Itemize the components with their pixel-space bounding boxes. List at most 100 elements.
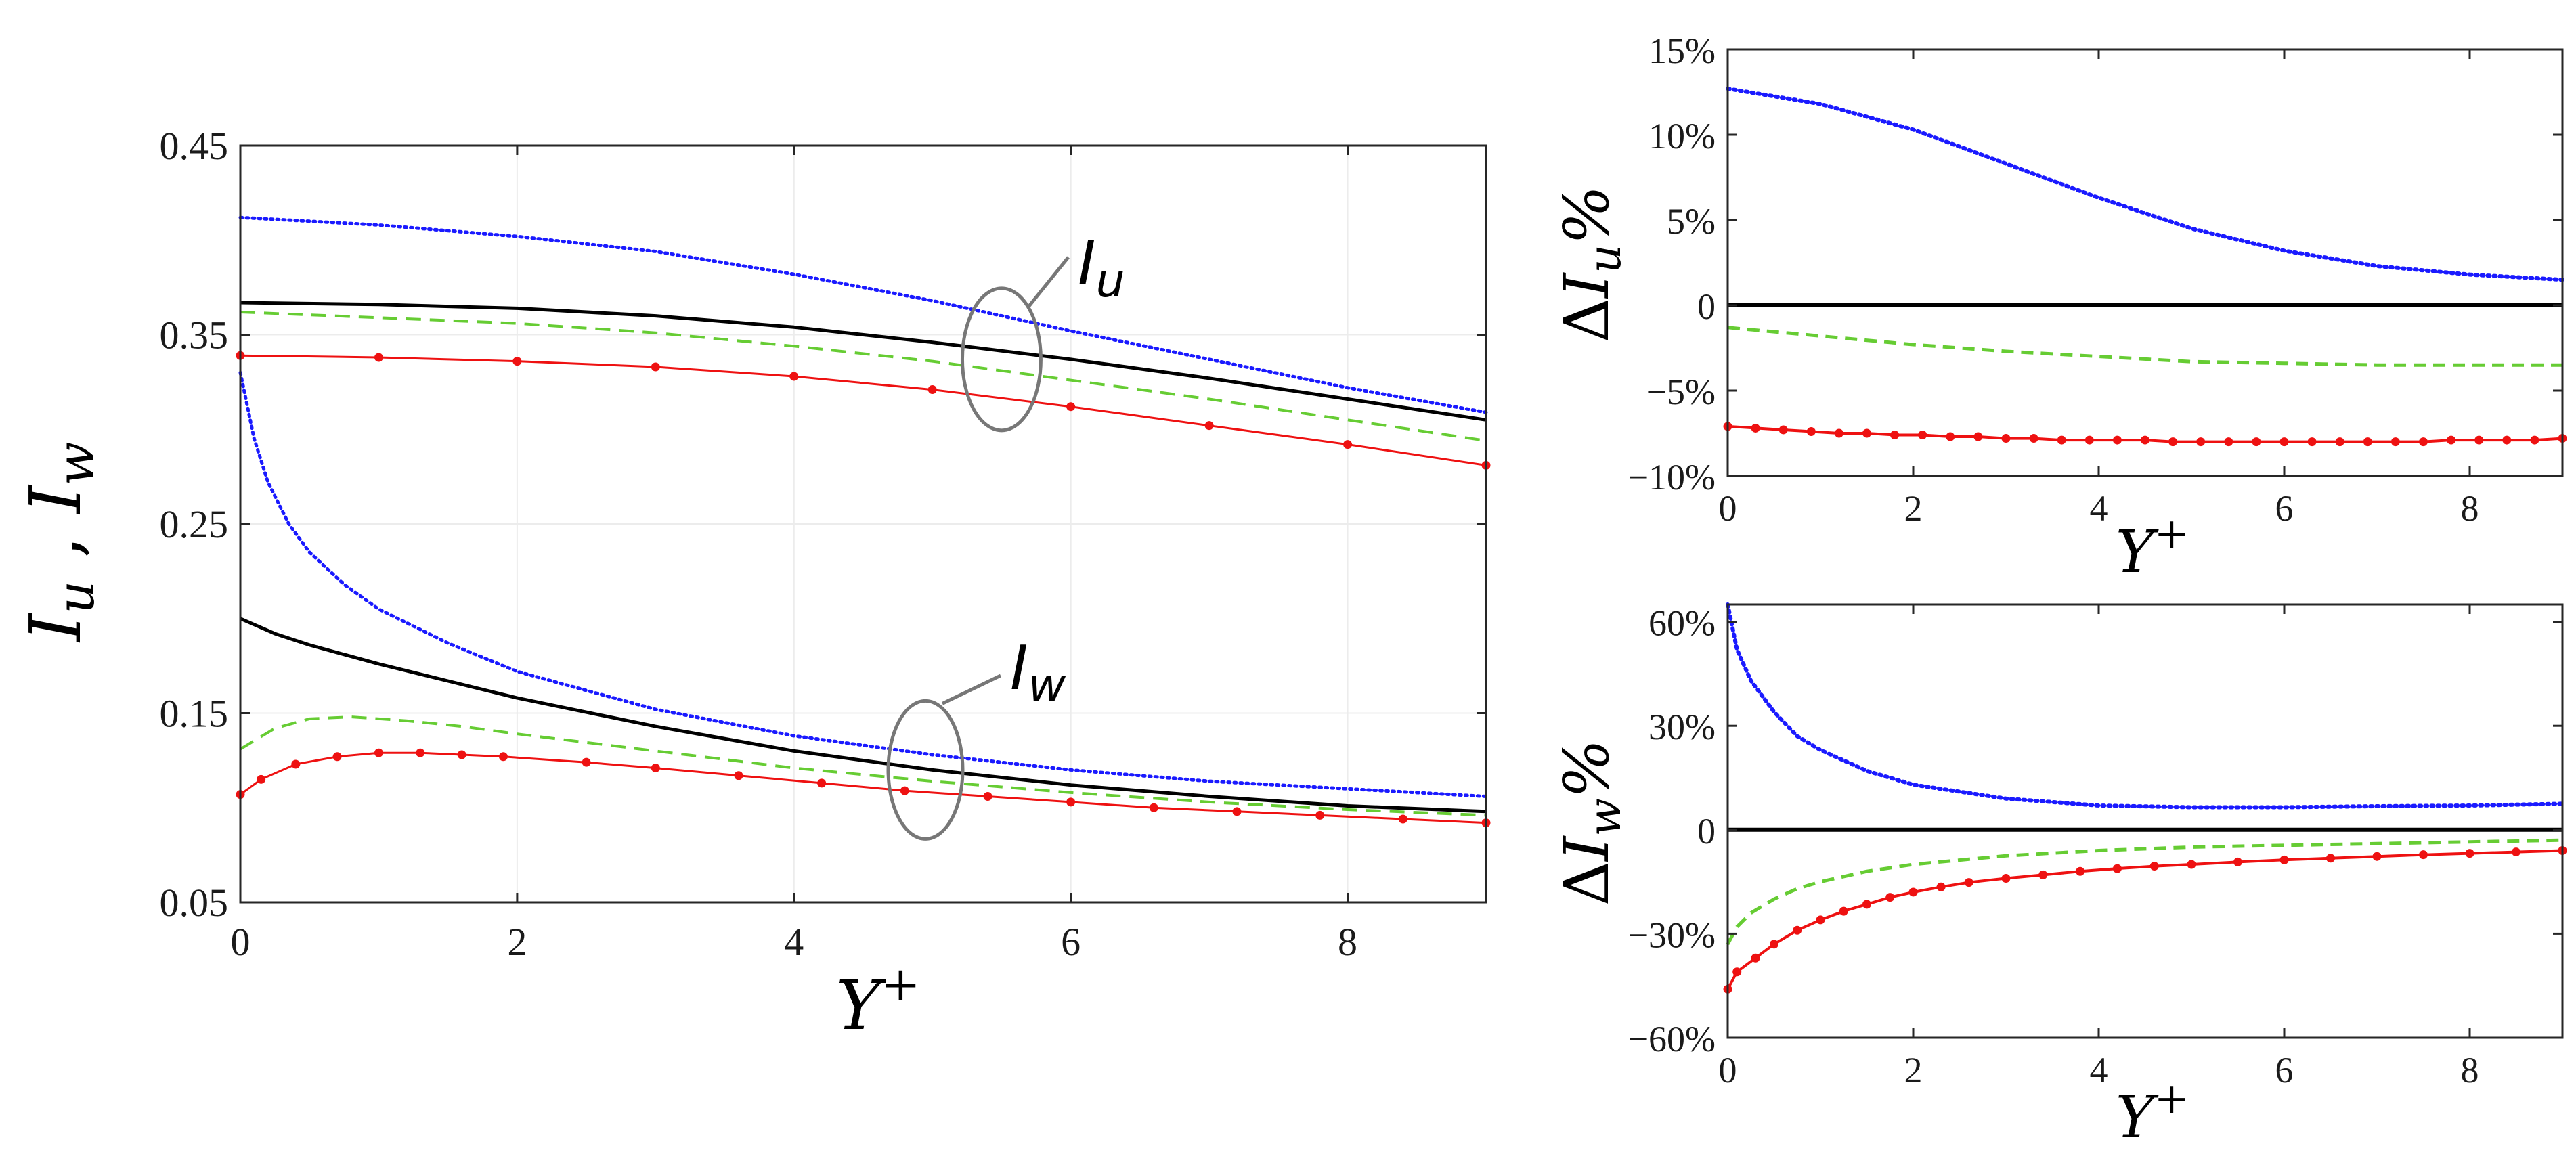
chart0-series-7-point-8 <box>582 757 591 767</box>
delta-iu-chart: 0 2 4 6 8 −10% −5% 0 5% 10% 15% ΔIu% Y+ <box>1550 30 2567 586</box>
chart0-series-3-point-8 <box>1343 440 1353 449</box>
chart2-series-3-point-16 <box>2149 862 2159 871</box>
chart1-series-3-point-15 <box>2141 435 2149 445</box>
delta-iw-series <box>1723 602 2567 994</box>
chart1-series-3-point-8 <box>1946 432 1955 441</box>
chart0-series-7-point-11 <box>817 778 827 788</box>
delta-iw-y-label: ΔIw% <box>1550 739 1631 906</box>
delta-iu-y-label: ΔIu% <box>1550 185 1631 343</box>
chart1-series-3-point-18 <box>2224 437 2233 447</box>
main-ticks: 0 2 4 6 8 0.05 0.15 0.25 0.35 0.45 <box>160 124 1486 964</box>
chart0-series-7-point-5 <box>416 748 425 757</box>
delta-iu-plot-frame <box>1726 48 2564 477</box>
chart1-ytick-label-0: −10% <box>1628 457 1716 498</box>
chart0-xtick-label-3: 6 <box>1061 920 1080 964</box>
chart0-series-3-point-2 <box>512 357 522 366</box>
chart1-ytick-label-2: 0 <box>1697 286 1716 327</box>
delta-iw-chart: 0 2 4 6 8 −60% −30% 0 30% 60% ΔIw% Y+ <box>1550 602 2567 1151</box>
chart0-series-1-line <box>240 301 1487 422</box>
chart2-series-3-point-1 <box>1732 967 1742 977</box>
chart1-series-3-point-24 <box>2391 437 2400 447</box>
chart1-series-3-point-11 <box>2029 434 2038 443</box>
chart1-series-3-point-26 <box>2447 435 2456 445</box>
iw-annotation-leader <box>941 674 1002 705</box>
chart0-series-3-point-3 <box>651 362 660 372</box>
chart1-series-3-point-6 <box>1890 431 1900 440</box>
chart0-series-7-point-1 <box>257 774 266 784</box>
chart2-series-3-point-9 <box>1908 887 1918 897</box>
chart2-series-3-point-14 <box>2076 866 2085 876</box>
chart0-series-7-point-17 <box>1315 810 1325 820</box>
chart1-series-3-point-14 <box>2112 435 2122 445</box>
delta-iu-ticks: 0 2 4 6 8 −10% −5% 0 5% 10% 15% <box>1628 30 2562 529</box>
chart2-series-3-point-19 <box>2279 855 2289 864</box>
chart2-series-3-point-12 <box>2001 873 2011 883</box>
chart0-series-2-line <box>240 311 1487 442</box>
chart0-xtick-label-2: 4 <box>784 920 804 964</box>
chart0-xtick-label-0: 0 <box>231 920 250 964</box>
chart1-series-3-point-23 <box>2363 437 2372 447</box>
iu-annotation-leader <box>1027 256 1070 308</box>
chart2-series-3-point-3 <box>1770 940 1778 949</box>
delta-iu-x-label: Y+ <box>2116 508 2189 586</box>
chart0-series-7-point-7 <box>498 752 508 762</box>
chart0-xtick-label-4: 8 <box>1338 920 1357 964</box>
chart2-series-3-point-23 <box>2465 849 2474 858</box>
chart1-xtick-label-4: 8 <box>2461 488 2479 529</box>
chart2-series-3-point-22 <box>2419 850 2428 860</box>
chart1-series-3-point-9 <box>1973 432 1983 441</box>
chart2-ytick-label-3: 30% <box>1649 707 1716 747</box>
chart0-series-7-point-9 <box>651 764 660 773</box>
chart1-xtick-label-2: 4 <box>2090 488 2108 529</box>
chart0-series-3-point-1 <box>374 353 383 362</box>
chart1-xtick-label-1: 2 <box>1904 488 1923 529</box>
chart2-series-3-point-24 <box>2512 847 2520 857</box>
chart0-ytick-label-3: 0.35 <box>160 313 229 357</box>
chart1-series-3-point-21 <box>2307 437 2317 447</box>
chart0-series-7-point-13 <box>983 791 992 801</box>
chart2-xtick-label-0: 0 <box>1719 1050 1737 1091</box>
main-series <box>236 215 1491 828</box>
chart2-series-3-point-13 <box>2038 870 2048 879</box>
chart2-series-3-point-18 <box>2233 857 2242 866</box>
main-y-label: Iu , Iw <box>14 441 106 642</box>
chart2-series-3-point-6 <box>1839 906 1848 916</box>
chart2-series-3-point-20 <box>2326 854 2335 863</box>
chart2-series-3-point-2 <box>1751 953 1760 963</box>
chart2-ytick-label-4: 60% <box>1649 603 1716 644</box>
chart0-xtick-label-1: 2 <box>507 920 527 964</box>
chart1-series-3-point-25 <box>2419 437 2428 447</box>
chart2-series-3-point-7 <box>1862 900 1871 909</box>
chart1-series-0-line <box>1726 87 2564 282</box>
chart1-series-3-point-12 <box>2057 435 2066 445</box>
chart0-ytick-label-2: 0.25 <box>160 502 229 546</box>
chart1-series-3-point-10 <box>2001 434 2011 443</box>
chart1-series-3-point-1 <box>1751 423 1760 433</box>
chart2-series-3-point-10 <box>1936 882 1946 891</box>
chart0-series-6-line <box>239 715 1487 817</box>
main-chart: Iu Iw 0 2 4 6 80.050.150.250.350.45 Iu , Iw … <box>14 124 1491 1045</box>
main-x-label: Y+ <box>836 956 921 1045</box>
iu-annotation-ellipse <box>960 286 1043 433</box>
chart0-series-7-point-6 <box>457 750 466 759</box>
chart0-series-7-line <box>240 751 1487 824</box>
chart2-ytick-label-1: −30% <box>1628 915 1716 955</box>
chart0-series-7-point-16 <box>1232 807 1242 816</box>
chart1-series-3-point-16 <box>2168 437 2178 447</box>
iw-annotation-label: Iw <box>1010 633 1066 713</box>
chart1-series-3-point-29 <box>2530 435 2539 445</box>
chart0-series-7-point-10 <box>734 771 743 780</box>
chart0-series-7-point-12 <box>900 786 909 795</box>
chart1-ytick-label-3: 5% <box>1667 201 1716 242</box>
chart1-series-3-point-28 <box>2502 435 2512 445</box>
chart1-series-3-point-13 <box>2084 435 2094 445</box>
chart1-series-2-line <box>1727 326 2562 367</box>
chart0-series-3-point-6 <box>1066 402 1076 412</box>
chart1-xtick-label-0: 0 <box>1719 488 1737 529</box>
chart1-ytick-label-4: 10% <box>1649 116 1716 156</box>
chart2-xtick-label-4: 8 <box>2461 1050 2479 1091</box>
delta-iw-x-label: Y+ <box>2116 1074 2189 1151</box>
delta-iw-plot-frame <box>1726 603 2564 1039</box>
chart0-series-3-point-4 <box>789 372 799 381</box>
chart0-series-5-line <box>240 617 1487 814</box>
